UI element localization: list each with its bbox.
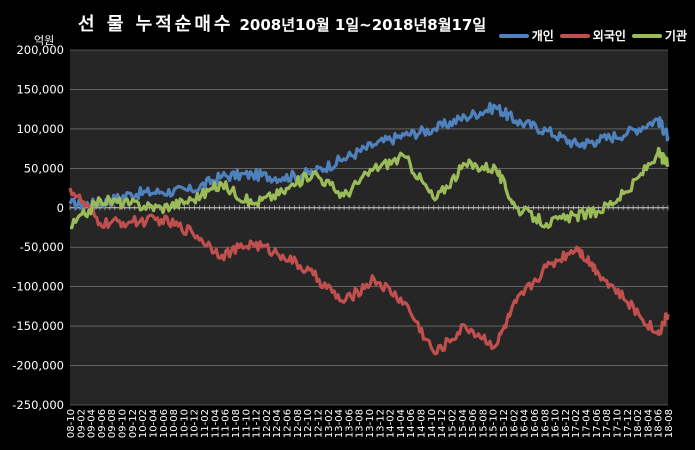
x-tick-label: 09-04 [87,409,98,438]
chart-title: 선 물 누적순매수 2008년10월 1일~2018년8월17일 [78,10,486,36]
x-tick-label: 14-10 [427,409,438,438]
x-tick-label: 16-04 [520,409,531,438]
x-tick-label: 13-02 [324,409,335,438]
x-tick-label: 13-04 [334,409,345,438]
x-tick-label: 14-04 [396,409,407,438]
x-tick-label: 12-02 [262,409,273,438]
y-axis-unit-label: 억원 [34,34,55,47]
y-tick-label: 0 [57,201,64,215]
x-tick-label: 11-02 [200,409,211,438]
x-tick-label: 14-02 [386,409,397,438]
y-tick-label: -50,000 [20,240,64,254]
chart-title-main: 선 물 누적순매수 [78,14,234,35]
legend-label-institution: 기관 [664,29,687,43]
x-tick-label: 15-08 [478,409,489,438]
x-tick-label: 16-12 [561,409,572,438]
x-tick-label: 16-06 [530,409,541,438]
plot-area [70,50,668,405]
y-tick-label: 150,000 [16,82,64,96]
y-tick-label: -200,000 [12,359,64,373]
x-tick-label: 17-06 [592,409,603,438]
legend-label-individual: 개인 [531,29,554,43]
y-tick-label: 100,000 [16,122,64,136]
x-tick-label: 13-10 [365,409,376,438]
x-tick-label: 12-06 [283,409,294,438]
x-tick-label: 18-02 [633,409,644,438]
x-tick-label: 09-12 [128,409,139,438]
x-tick-label: 09-08 [107,409,118,438]
x-tick-label: 18-06 [654,409,665,438]
x-tick-label: 12-04 [272,409,283,438]
x-tick-label: 11-10 [241,409,252,438]
x-tick-label: 14-08 [417,409,428,438]
legend-swatch-foreign [559,33,590,38]
x-tick-label: 15-10 [489,409,500,438]
x-tick-label: 18-08 [664,409,675,438]
x-tick-label: 13-06 [344,409,355,438]
x-tick-label: 14-12 [437,409,448,438]
x-tick-label: 10-08 [169,409,180,438]
x-tick-label: 15-02 [447,409,458,438]
x-tick-label: 11-12 [252,409,263,438]
legend-item-institution: 기관 [631,27,687,44]
x-tick-label: 11-04 [210,409,221,438]
y-tick-label: 50,000 [24,161,64,175]
series-line-2 [69,146,670,230]
x-tick-label: 17-08 [602,409,613,438]
x-tick-label: 09-10 [118,409,129,438]
x-tick-label: 14-06 [406,409,417,438]
x-tick-label: 15-06 [468,409,479,438]
x-tick-label: 17-02 [571,409,582,438]
x-tick-label: 18-04 [643,409,654,438]
x-tick-label: 10-10 [179,409,190,438]
x-tick-label: 12-08 [293,409,304,438]
x-tick-label: 11-08 [231,409,242,438]
x-tick-label: 13-08 [355,409,366,438]
series-line-1 [68,187,670,356]
legend-item-individual: 개인 [498,27,554,44]
series-line-0 [68,101,670,211]
legend-swatch-institution [631,33,662,38]
x-tick-label: 10-06 [159,409,170,438]
chart-title-sub: 2008년10월 1일~2018년8월17일 [239,16,487,34]
x-tick-label: 10-04 [148,409,159,438]
x-tick-label: 10-02 [138,409,149,438]
x-tick-label: 16-10 [551,409,562,438]
x-tick-label: 17-04 [582,409,593,438]
x-tick-label: 16-02 [509,409,520,438]
y-tick-label: -250,000 [12,398,64,412]
legend-item-foreign: 외국인 [559,27,626,44]
x-tick-label: 13-12 [375,409,386,438]
y-tick-label: 200,000 [16,43,64,57]
x-tick-label: 08-10 [66,409,77,438]
x-tick-label: 12-12 [313,409,324,438]
x-tick-label: 15-04 [458,409,469,438]
legend-label-foreign: 외국인 [592,29,626,43]
x-tick-label: 15-12 [499,409,510,438]
y-tick-label: -150,000 [12,319,64,333]
x-tick-label: 17-12 [623,409,634,438]
chart-legend: 개인 외국인 기관 [498,27,687,44]
legend-swatch-individual [498,33,529,38]
x-tick-label: 12-10 [303,409,314,438]
x-tick-label: 17-10 [612,409,623,438]
y-tick-label: -100,000 [12,280,64,294]
x-tick-label: 11-06 [221,409,232,438]
x-tick-label: 09-06 [97,409,108,438]
x-tick-label: 16-08 [540,409,551,438]
x-tick-label: 09-02 [76,409,87,438]
x-tick-label: 10-12 [190,409,201,438]
